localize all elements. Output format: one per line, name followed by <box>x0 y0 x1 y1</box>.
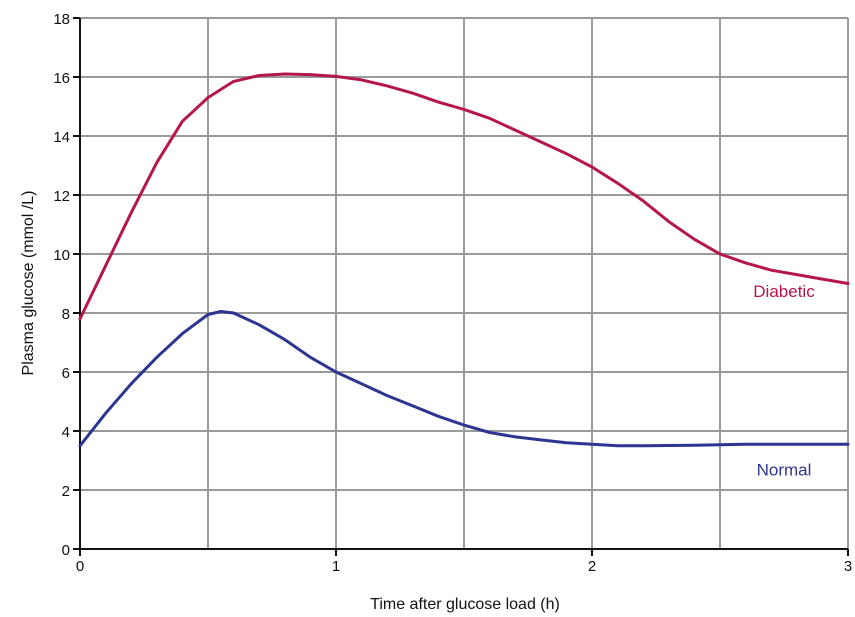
y-tick-label: 0 <box>62 542 70 559</box>
x-axis-title: Time after glucose load (h) <box>370 596 560 613</box>
series-lines <box>78 72 850 448</box>
axes <box>73 17 849 556</box>
series-label-normal: Normal <box>757 460 812 479</box>
y-tick-label: 12 <box>53 188 70 205</box>
y-tick-label: 18 <box>53 11 70 28</box>
y-tick-label: 2 <box>62 483 70 500</box>
x-tick-label: 0 <box>76 558 84 575</box>
y-axis-title: Plasma glucose (mmol /L) <box>20 191 37 376</box>
series-line-normal <box>78 310 850 448</box>
y-tick-label: 10 <box>53 247 70 264</box>
y-tick-label: 4 <box>62 424 70 441</box>
y-tick-label: 14 <box>53 129 70 146</box>
y-tick-label: 16 <box>53 70 70 87</box>
grid-lines <box>80 17 849 549</box>
y-tick-label: 8 <box>62 306 70 323</box>
y-tick-label: 6 <box>62 365 70 382</box>
series-label-diabetic: Diabetic <box>753 282 815 301</box>
x-tick-label: 1 <box>332 558 340 575</box>
x-tick-label: 3 <box>844 558 852 575</box>
series-labels: Diabetic Normal <box>753 282 815 479</box>
x-tick-label: 2 <box>588 558 596 575</box>
series-line-diabetic <box>78 72 850 321</box>
